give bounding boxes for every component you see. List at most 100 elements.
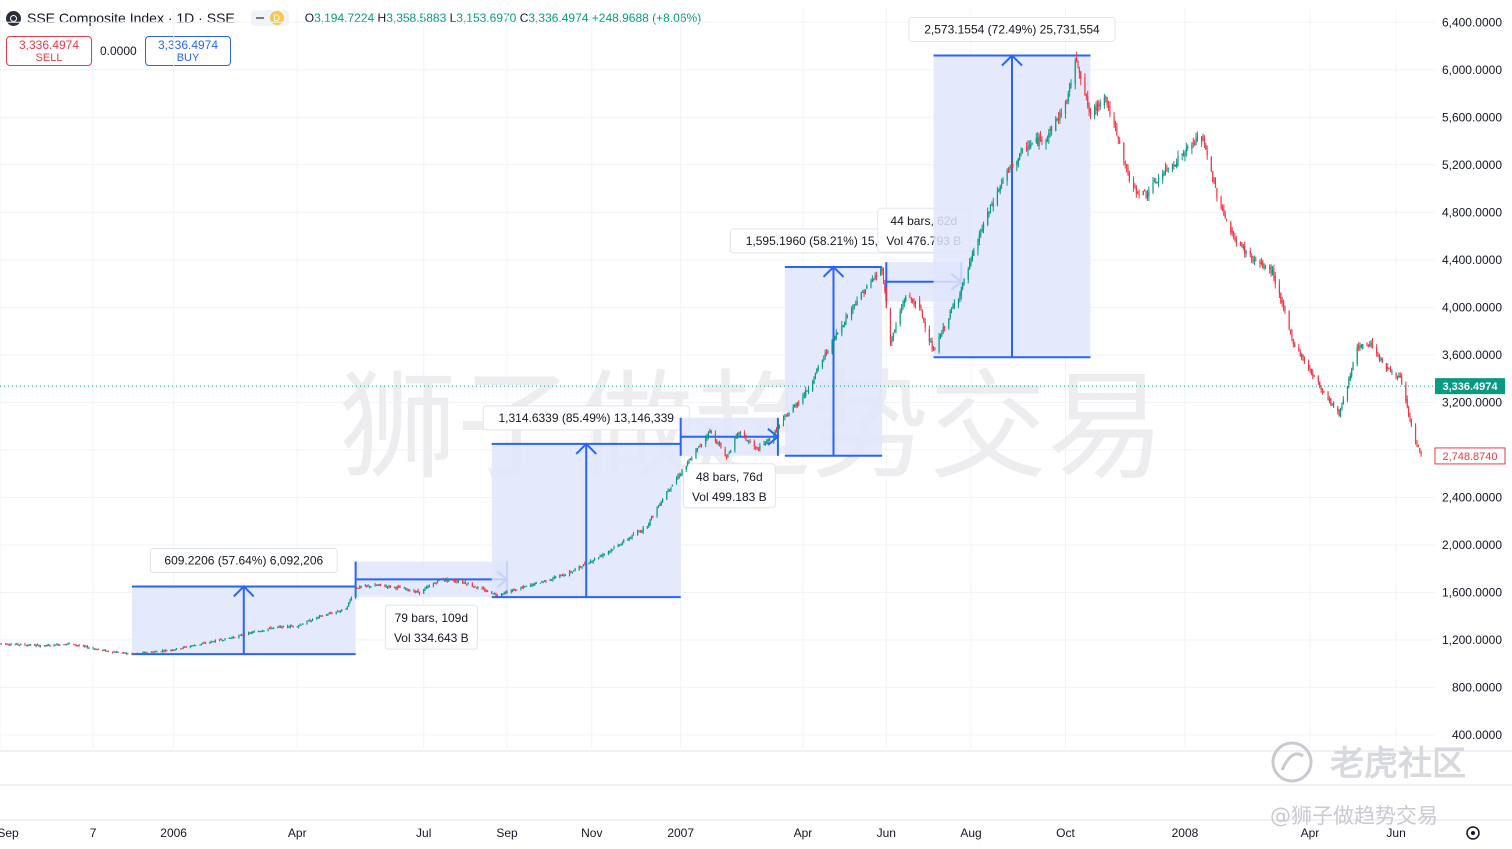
candle-body — [64, 644, 66, 646]
candle-body — [589, 561, 591, 563]
candle-body — [1098, 104, 1100, 107]
candle-body — [199, 644, 201, 646]
candle-body — [671, 484, 673, 487]
candle-body — [181, 647, 183, 649]
candle-body — [1166, 169, 1168, 171]
candle-body — [116, 651, 118, 653]
candle-body — [891, 340, 893, 343]
candle-body — [398, 586, 400, 588]
candle-body — [593, 558, 596, 561]
measure-label: 1,314.6339 (85.49%) 13,146,339 — [498, 411, 674, 425]
candle-body — [524, 586, 526, 588]
candle-body — [1245, 250, 1247, 254]
candle-body — [910, 297, 912, 300]
candle-body — [88, 647, 90, 649]
candle-body — [320, 615, 322, 617]
candle-body — [466, 583, 468, 585]
candle-body — [787, 415, 789, 417]
candle-body — [831, 339, 833, 353]
candle-body — [1369, 344, 1371, 346]
candle-body — [106, 650, 108, 652]
symbol-logo-icon — [6, 10, 21, 26]
candle-body — [660, 501, 662, 506]
candle-body — [345, 608, 347, 610]
candle-body — [1174, 165, 1176, 167]
candle-body — [49, 645, 51, 647]
candle-body — [146, 652, 148, 654]
settings-gear-icon[interactable] — [1466, 826, 1480, 840]
candle-body — [530, 584, 532, 587]
candle-body — [782, 418, 785, 426]
candle-body — [1294, 344, 1296, 347]
candle-body — [1096, 103, 1099, 111]
ohlc-values: O3,194.7224 H3,358.5883 L3,153.6970 C3,3… — [305, 11, 701, 25]
candle-body — [902, 303, 904, 308]
candle-body — [1094, 106, 1096, 116]
candle-body — [1202, 136, 1204, 138]
candle-body — [1396, 376, 1399, 378]
candle-body — [1213, 179, 1215, 184]
candle-body — [792, 406, 794, 412]
candle-body — [166, 650, 168, 652]
candle-body — [77, 645, 79, 647]
candle-body — [174, 649, 176, 651]
candle-body — [1099, 102, 1101, 106]
candle-body — [218, 639, 221, 641]
candle-body — [1194, 143, 1196, 145]
candle-body — [66, 643, 68, 645]
candle-body — [734, 438, 736, 451]
candle-body — [775, 429, 778, 432]
candle-body — [1234, 237, 1236, 240]
open-label: O — [304, 11, 315, 25]
candle-body — [195, 645, 197, 647]
candle-body — [767, 439, 769, 441]
candle-body — [1216, 188, 1218, 198]
candle-body — [570, 571, 572, 573]
candle-body — [473, 586, 475, 588]
candle-body — [516, 589, 518, 591]
candle-body — [495, 593, 497, 596]
candle-body — [1399, 375, 1401, 378]
candle-body — [960, 289, 962, 296]
candle-body — [845, 316, 847, 324]
candle-body — [1045, 139, 1047, 144]
candle-body — [592, 560, 594, 562]
sell-price: 3,336.4974 — [18, 38, 80, 52]
candle-body — [1156, 182, 1158, 184]
candle-body — [709, 430, 711, 433]
candle-body — [1298, 347, 1300, 352]
candle-body — [814, 372, 817, 379]
candle-body — [599, 555, 601, 558]
candle-body — [1281, 300, 1283, 303]
candle-body — [289, 625, 291, 628]
candle-body — [299, 624, 301, 626]
candle-body — [532, 583, 535, 586]
candle-body — [678, 475, 680, 477]
buy-button[interactable]: 3,336.4974 BUY — [145, 36, 231, 66]
candle-body — [1416, 442, 1418, 445]
candle-body — [191, 645, 193, 647]
candle-body — [1319, 381, 1321, 387]
candle-body — [1366, 342, 1368, 345]
y-tick-label: 1,200.0000 — [1442, 633, 1502, 647]
candle-body — [650, 516, 653, 520]
candle-body — [500, 594, 503, 596]
candle-body — [1144, 189, 1146, 192]
candle-body — [1289, 330, 1292, 333]
candle-body — [564, 575, 566, 577]
candle-body — [1123, 142, 1125, 161]
candle-body — [463, 582, 465, 584]
sell-label: SELL — [35, 52, 63, 64]
candle-body — [688, 460, 690, 463]
candle-body — [1077, 61, 1079, 67]
candle-body — [223, 640, 225, 642]
candle-body — [10, 644, 12, 646]
candle-body — [875, 275, 878, 277]
candle-body — [1249, 250, 1251, 255]
candle-body — [923, 318, 925, 321]
sell-button[interactable]: 3,336.4974 SELL — [6, 36, 92, 66]
candle-body — [131, 653, 133, 655]
candle-body — [98, 648, 100, 650]
candle-body — [442, 579, 444, 581]
